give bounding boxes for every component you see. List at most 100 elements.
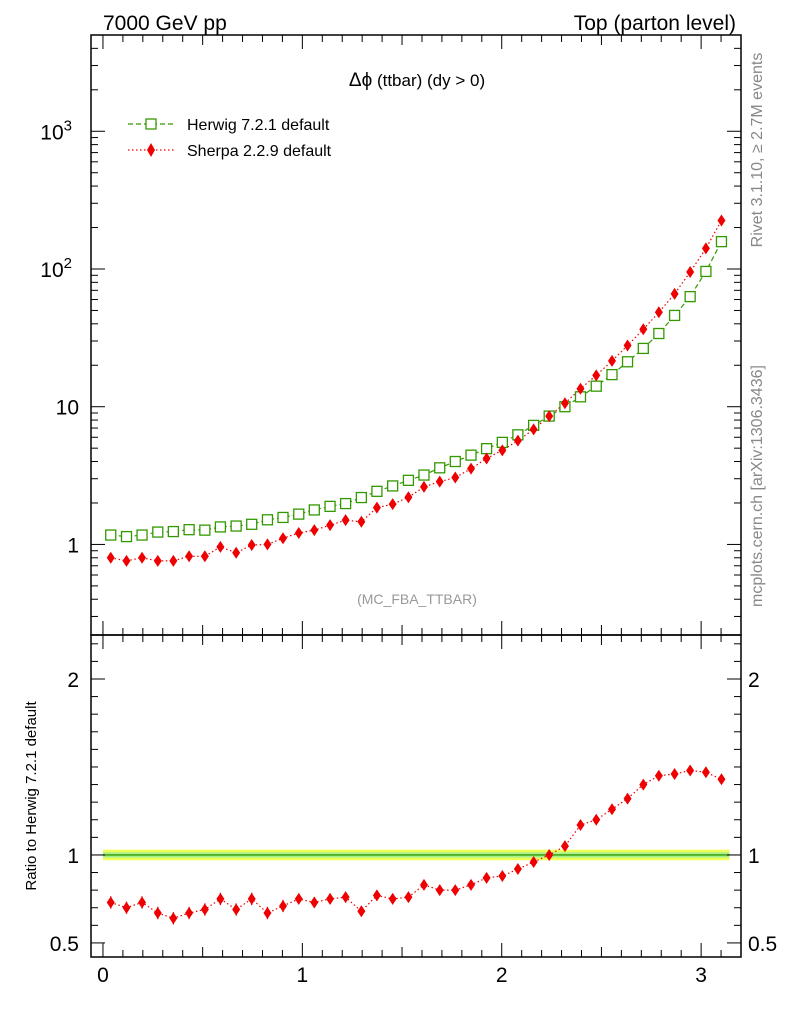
ratio-sherpa-point: [529, 855, 538, 868]
y-tick-label-base: 10: [40, 121, 63, 144]
header-right: Top (parton level): [574, 12, 736, 35]
legend-herwig-marker: [145, 118, 157, 130]
sherpa-point: [654, 306, 663, 319]
herwig-point: [277, 511, 289, 524]
ratio-sherpa-point: [435, 884, 444, 897]
sherpa-point: [153, 554, 162, 567]
ratio-sherpa-point: [106, 896, 115, 909]
ratio-y-tick-label-right: 1: [748, 845, 760, 868]
sherpa-point: [717, 214, 726, 227]
herwig-point: [402, 474, 415, 486]
ratio-sherpa-point: [686, 764, 695, 777]
x-tick-label: 3: [695, 964, 707, 987]
sherpa-point: [357, 515, 366, 528]
sherpa-point: [623, 339, 632, 352]
ratio-sherpa-point: [138, 896, 147, 909]
sherpa-point: [388, 498, 397, 511]
herwig-point: [653, 327, 665, 340]
ratio-sherpa-point: [592, 813, 601, 826]
ratio-sherpa-point: [310, 896, 319, 909]
herwig-point: [167, 525, 179, 538]
herwig-point: [199, 524, 211, 536]
y-tick-label-base: 1: [67, 534, 79, 557]
y-tick-label: 102: [40, 255, 72, 282]
sherpa-point: [529, 423, 538, 436]
herwig-line: [110, 241, 722, 538]
ratio-sherpa-point: [482, 871, 491, 884]
main-marks: [105, 214, 728, 567]
ratio-sherpa-point: [388, 892, 397, 905]
sherpa-point: [467, 462, 476, 475]
ratio-ylabel: Ratio to Herwig 7.2.1 default: [23, 701, 40, 891]
y-tick-label: 1: [67, 534, 79, 557]
sherpa-point: [404, 491, 413, 504]
ratio-panel: 2 2 1 1 0.5 0.5 0 1 2 3 Ratio to Herwig 7.2.1 def…: [23, 634, 777, 987]
sherpa-point: [216, 540, 225, 553]
header-left: 7000 GeV pp: [103, 12, 227, 35]
x-tick-label: 1: [297, 964, 309, 987]
ratio-sherpa-point: [451, 884, 460, 897]
legend-sherpa-label: Sherpa 2.2.9 default: [187, 143, 332, 160]
herwig-point: [621, 356, 634, 368]
ratio-y-tick-label-left: 0.5: [50, 933, 79, 956]
sherpa-point: [498, 444, 507, 457]
mcplots-label: mcplots.cern.ch [arXiv:1306.3436]: [749, 365, 766, 607]
herwig-point: [120, 530, 133, 543]
ratio-sherpa-point: [404, 891, 413, 904]
ratio-sherpa-point: [701, 766, 710, 779]
ratio-y-tick-label-right: 2: [748, 669, 760, 692]
ratio-sherpa-point: [185, 907, 194, 920]
x-tick-label: 2: [496, 964, 508, 987]
title-symbol: Δϕ: [349, 70, 372, 91]
sherpa-point: [607, 354, 616, 367]
herwig-point: [308, 504, 320, 516]
herwig-point: [105, 529, 117, 541]
ratio-sherpa-point: [200, 903, 209, 916]
sherpa-point: [247, 539, 256, 552]
herwig-point: [371, 485, 383, 497]
y-tick-label-exponent: 2: [64, 255, 72, 272]
ratio-sherpa-point: [607, 803, 616, 816]
sherpa-point: [701, 242, 710, 255]
ratio-sherpa-point: [545, 848, 554, 861]
ratio-sherpa-point: [419, 878, 428, 891]
sherpa-point: [341, 514, 350, 527]
ratio-sherpa-point: [169, 912, 178, 925]
herwig-point: [480, 443, 493, 455]
herwig-point: [668, 309, 681, 322]
ratio-ticks: 2 2 1 1 0.5 0.5 0 1 2 3: [50, 635, 777, 987]
ratio-sherpa-point: [341, 891, 350, 904]
herwig-point: [387, 480, 399, 492]
ratio-sherpa-point: [498, 870, 507, 883]
legend-sherpa-marker: [147, 143, 155, 157]
ratio-sherpa-point: [654, 769, 663, 782]
herwig-point: [324, 500, 336, 513]
sherpa-point: [545, 410, 554, 423]
sherpa-point: [232, 546, 241, 559]
sherpa-point: [138, 551, 147, 564]
herwig-point: [261, 514, 274, 526]
herwig-point: [214, 521, 227, 533]
ratio-frame: [90, 634, 742, 958]
sherpa-point: [670, 287, 679, 300]
herwig-point: [230, 520, 242, 532]
ratio-sherpa-point: [122, 901, 131, 914]
y-tick-label-base: 10: [56, 397, 79, 420]
ratio-y-tick-label-left: 1: [67, 845, 79, 868]
ratio-sherpa-point: [670, 768, 679, 781]
ratio-y-tick-label-left: 2: [67, 669, 79, 692]
herwig-point: [152, 526, 164, 538]
ratio-sherpa-point: [372, 889, 381, 902]
herwig-point: [684, 290, 696, 303]
herwig-point: [606, 368, 618, 381]
sherpa-point: [169, 554, 178, 567]
sherpa-point: [200, 550, 209, 563]
herwig-point: [590, 380, 602, 392]
ratio-sherpa-line: [110, 769, 722, 919]
sherpa-line: [110, 220, 722, 562]
ratio-sherpa-point: [326, 892, 335, 905]
analysis-label: (MC_FBA_TTBAR): [357, 591, 477, 607]
ratio-marks: [91, 764, 741, 925]
